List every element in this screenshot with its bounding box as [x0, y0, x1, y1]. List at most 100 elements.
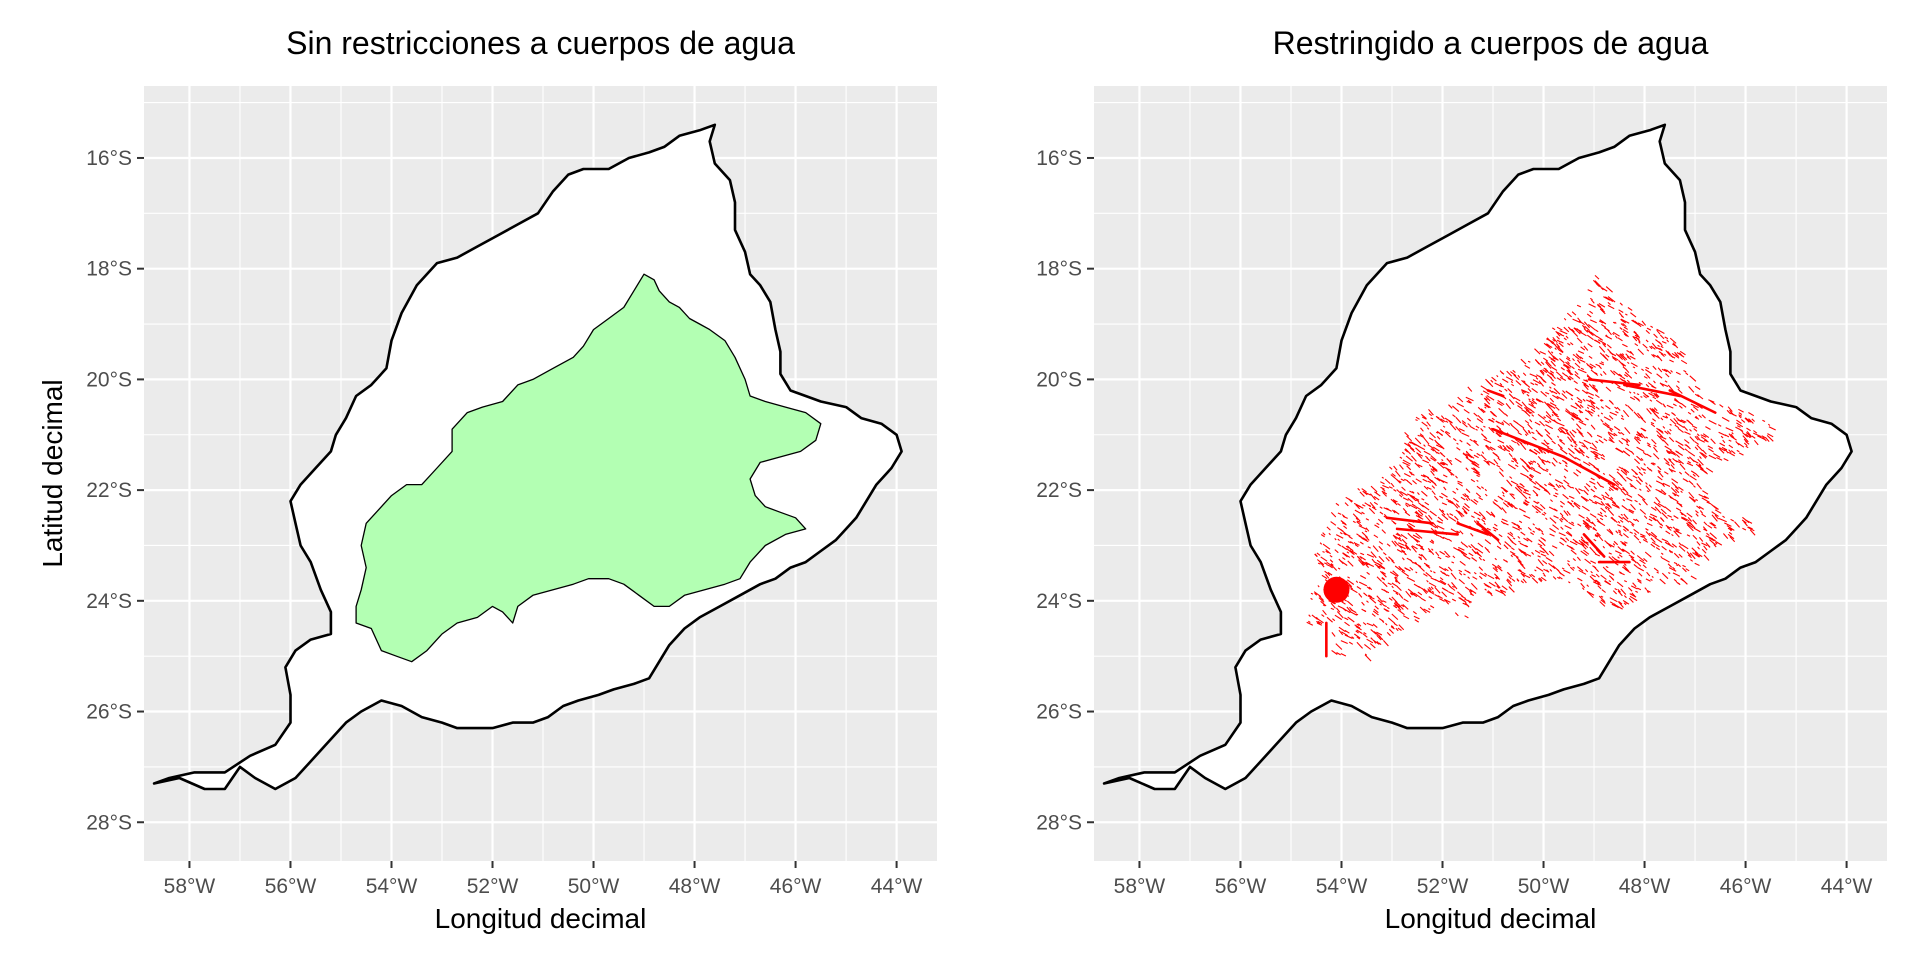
water-body-segment — [1623, 450, 1626, 453]
water-body-segment — [1576, 359, 1581, 364]
water-body-segment — [1320, 556, 1328, 562]
water-body-segment — [1501, 421, 1504, 425]
water-body-segment — [1657, 367, 1663, 373]
water-body-segment — [1423, 437, 1430, 445]
water-body-segment — [1449, 459, 1453, 462]
water-body-segment — [1600, 406, 1605, 409]
water-body-segment — [1517, 431, 1522, 436]
water-body-segment — [1617, 556, 1620, 559]
water-body-segment — [1587, 343, 1593, 348]
water-body-segment — [1391, 613, 1399, 621]
water-body-segment — [1561, 515, 1569, 523]
water-body-segment — [1668, 458, 1672, 461]
water-body-segment — [1585, 483, 1591, 488]
water-body-segment — [1539, 577, 1543, 582]
water-body-segment — [1470, 499, 1478, 505]
water-body-segment — [1638, 502, 1642, 506]
water-body-segment — [1535, 359, 1542, 367]
water-body-segment — [1520, 492, 1528, 500]
water-body-segment — [1598, 595, 1606, 603]
water-body-segment — [1646, 327, 1652, 331]
water-body-segment — [1422, 478, 1428, 483]
water-body-segment — [1417, 591, 1423, 596]
water-body-segment — [1463, 510, 1468, 515]
water-body-segment — [1669, 337, 1677, 344]
water-body-segment — [1340, 653, 1347, 657]
water-body-segment — [1513, 374, 1520, 380]
water-body-segment — [1668, 494, 1675, 501]
water-body-segment — [1588, 355, 1593, 359]
water-body-segment — [1643, 515, 1648, 519]
water-body-segment — [1569, 566, 1575, 571]
water-body-segment — [1689, 475, 1697, 481]
water-body-segment — [1665, 349, 1671, 356]
water-body-segment — [1617, 546, 1624, 552]
water-body-segment — [1664, 430, 1669, 435]
water-body-segment — [1568, 521, 1575, 527]
water-body-segment — [1649, 399, 1653, 402]
water-body-segment — [1455, 487, 1459, 491]
water-body-segment — [1530, 573, 1536, 578]
water-body-segment — [1363, 609, 1367, 612]
water-body-segment — [1534, 526, 1541, 531]
water-body-segment — [1390, 625, 1395, 629]
water-body-segment — [1690, 470, 1697, 475]
water-body-segment — [1522, 491, 1531, 496]
water-body-segment — [1590, 560, 1597, 564]
water-body-segment — [1661, 368, 1668, 373]
water-body-segment — [1682, 567, 1687, 573]
water-body-segment — [1454, 612, 1459, 617]
water-body-segment — [1505, 403, 1512, 410]
water-body-segment — [1538, 527, 1544, 533]
water-body-segment — [1455, 426, 1462, 433]
water-body-segment — [1484, 588, 1487, 591]
water-body-segment — [1540, 576, 1547, 582]
water-body-segment — [1419, 606, 1427, 614]
water-body-segment — [1622, 322, 1627, 328]
water-body-segment — [1623, 595, 1627, 599]
water-body-segment — [1369, 501, 1376, 509]
water-body-segment — [1552, 524, 1560, 530]
water-body-segment — [1404, 448, 1412, 455]
water-body-segment — [1552, 338, 1556, 342]
water-body-segment — [1403, 598, 1409, 603]
water-body-segment — [1394, 576, 1398, 579]
water-body-segment — [1678, 553, 1683, 558]
water-body-segment — [1320, 534, 1325, 538]
water-body-segment — [1685, 568, 1690, 572]
water-body-segment — [1546, 337, 1554, 344]
water-body-segment — [1762, 419, 1766, 422]
water-body-segment — [1643, 557, 1648, 563]
water-body-segment — [1696, 433, 1700, 437]
water-body-segment — [1558, 349, 1564, 354]
water-body-segment — [1664, 336, 1669, 340]
water-body-segment — [1399, 456, 1403, 459]
water-body-segment — [1742, 435, 1749, 443]
water-body-segment — [1509, 422, 1513, 426]
water-body-segment — [1609, 428, 1613, 432]
water-body-segment — [1358, 559, 1365, 566]
water-body-segment — [1570, 412, 1579, 419]
water-body-segment — [1671, 533, 1674, 537]
water-body-segment — [1434, 476, 1441, 482]
water-body-segment — [1448, 591, 1455, 595]
water-body-segment — [1461, 507, 1468, 514]
water-body-segment — [1577, 317, 1582, 323]
water-body-segment — [1680, 359, 1688, 365]
water-body-segment — [1384, 478, 1391, 485]
water-body-segment — [1605, 502, 1611, 508]
water-body-segment — [1605, 335, 1613, 340]
water-body-segment — [1572, 412, 1579, 417]
water-body-segment — [1523, 501, 1529, 506]
water-body-segment — [1603, 296, 1611, 301]
water-body-segment — [1496, 402, 1503, 407]
water-body-segment — [1661, 512, 1668, 519]
water-body-segment — [1687, 411, 1692, 415]
water-body-segment — [1660, 417, 1664, 421]
water-body-segment — [1409, 471, 1413, 474]
water-body-segment — [1634, 321, 1638, 324]
water-body-segment — [1708, 419, 1717, 425]
water-body-segment — [1541, 459, 1548, 463]
water-body-segment — [1360, 575, 1367, 579]
